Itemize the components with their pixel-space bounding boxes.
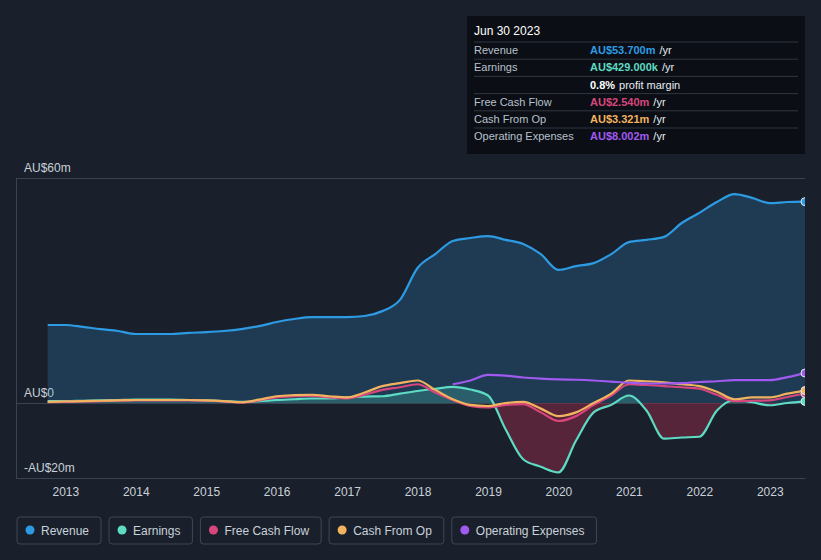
legend-box xyxy=(329,517,444,544)
x-tick-label: 2020 xyxy=(546,485,573,499)
tooltip: Jun 30 2023 Revenue AU$53.700m/yr Earnings A… xyxy=(467,16,805,154)
end-point xyxy=(801,369,805,377)
x-tick-label: 2013 xyxy=(52,485,79,499)
legend-item: Revenue xyxy=(17,517,101,544)
series-line xyxy=(453,373,805,384)
x-tick-label: 2022 xyxy=(686,485,713,499)
x-tick-label: 2023 xyxy=(757,485,784,499)
tooltip-value: AU$3.321m xyxy=(590,113,650,125)
x-tick: 2021 xyxy=(616,478,643,499)
y-tick-label: -AU$20m xyxy=(24,461,75,475)
legend-swatch xyxy=(26,526,35,535)
legend-label: Revenue xyxy=(41,524,89,538)
legend-swatch xyxy=(460,526,469,535)
area-negative xyxy=(48,403,805,472)
end-point xyxy=(801,387,805,395)
x-tick-label: 2015 xyxy=(193,485,220,499)
x-tick: 2015 xyxy=(193,478,220,499)
legend-item: Free Cash Flow xyxy=(200,517,321,544)
x-tick-label: 2018 xyxy=(405,485,432,499)
tooltip-unit: profit margin xyxy=(619,79,680,91)
y-axis-line xyxy=(16,179,17,479)
x-tick: 2019 xyxy=(475,478,502,499)
tooltip-separator xyxy=(474,76,798,77)
background xyxy=(0,0,821,560)
x-tick: 2017 xyxy=(334,478,361,499)
tooltip-separator xyxy=(474,110,798,111)
dot-layer xyxy=(801,198,805,406)
legend-item: Earnings xyxy=(109,517,192,544)
tooltip-separator xyxy=(474,128,798,129)
y-tick: -AU$20m xyxy=(16,461,805,479)
y-axis: -AU$20mAU$0AU$60m xyxy=(16,161,805,479)
chart-container: -AU$20mAU$0AU$60m20132014201520162017201… xyxy=(0,0,821,560)
tooltip-unit: /yr xyxy=(653,96,666,108)
tooltip-value: AU$2.540m xyxy=(590,96,650,108)
x-tick: 2020 xyxy=(546,478,573,499)
tooltip-unit: /yr xyxy=(653,113,666,125)
chart-svg: -AU$20mAU$0AU$60m20132014201520162017201… xyxy=(0,0,821,560)
tooltip-label: Free Cash Flow xyxy=(474,96,552,108)
legend-box xyxy=(452,517,597,544)
x-tick: 2014 xyxy=(123,478,150,499)
x-tick: 2018 xyxy=(405,478,432,499)
tooltip-box xyxy=(467,16,805,154)
series-line xyxy=(48,381,805,417)
x-tick: 2016 xyxy=(264,478,291,499)
x-tick-label: 2016 xyxy=(264,485,291,499)
legend-box xyxy=(200,517,321,544)
x-tick-label: 2017 xyxy=(334,485,361,499)
legend-label: Earnings xyxy=(133,524,180,538)
tooltip-label: Operating Expenses xyxy=(474,130,574,142)
tooltip-value: 0.8% xyxy=(590,79,615,91)
legend-label: Free Cash Flow xyxy=(224,524,309,538)
tooltip-separator xyxy=(474,42,798,43)
legend-box xyxy=(109,517,192,544)
legend-item: Cash From Op xyxy=(329,517,444,544)
legend-label: Cash From Op xyxy=(353,524,432,538)
legend-label: Operating Expenses xyxy=(476,524,585,538)
tooltip-value: AU$8.002m xyxy=(590,130,650,142)
legend-swatch xyxy=(209,526,218,535)
grid-line xyxy=(16,478,805,479)
series-line xyxy=(48,194,805,334)
x-tick-label: 2021 xyxy=(616,485,643,499)
tooltip-unit: /yr xyxy=(653,130,666,142)
y-tick-label: AU$60m xyxy=(24,161,71,175)
tooltip-label: Cash From Op xyxy=(474,113,546,125)
x-tick: 2022 xyxy=(686,478,713,499)
legend-item: Operating Expenses xyxy=(452,517,597,544)
tooltip-title: Jun 30 2023 xyxy=(474,24,540,38)
x-axis-line xyxy=(17,478,806,479)
tooltip-value: AU$429.000k xyxy=(590,61,659,73)
x-tick: 2013 xyxy=(52,478,79,499)
x-tick: 2023 xyxy=(757,478,784,499)
tooltip-value: AU$53.700m xyxy=(590,44,656,56)
tooltip-separator xyxy=(474,93,798,94)
tooltip-unit: /yr xyxy=(659,44,672,56)
area-positive xyxy=(48,194,805,403)
tooltip-label: Revenue xyxy=(474,44,518,56)
tooltip-separator xyxy=(474,59,798,60)
x-tick-label: 2014 xyxy=(123,485,150,499)
end-point xyxy=(801,198,805,206)
series-line xyxy=(48,384,805,421)
tooltip-label: Earnings xyxy=(474,61,518,73)
line-layer xyxy=(48,194,805,472)
grid-line xyxy=(16,178,805,179)
x-tick-label: 2019 xyxy=(475,485,502,499)
legend: Revenue Earnings Free Cash Flow Cash From O… xyxy=(17,517,597,544)
end-point xyxy=(801,397,805,405)
legend-swatch xyxy=(118,526,127,535)
legend-swatch xyxy=(338,526,347,535)
plot-area xyxy=(48,194,805,472)
x-axis: 2013 2014 2015 2016 2017 2018 2019 2020 2021 2022… xyxy=(17,478,806,499)
legend-box xyxy=(17,517,101,544)
area-layer xyxy=(48,194,805,472)
y-tick: AU$60m xyxy=(16,161,805,179)
tooltip-unit: /yr xyxy=(662,61,675,73)
